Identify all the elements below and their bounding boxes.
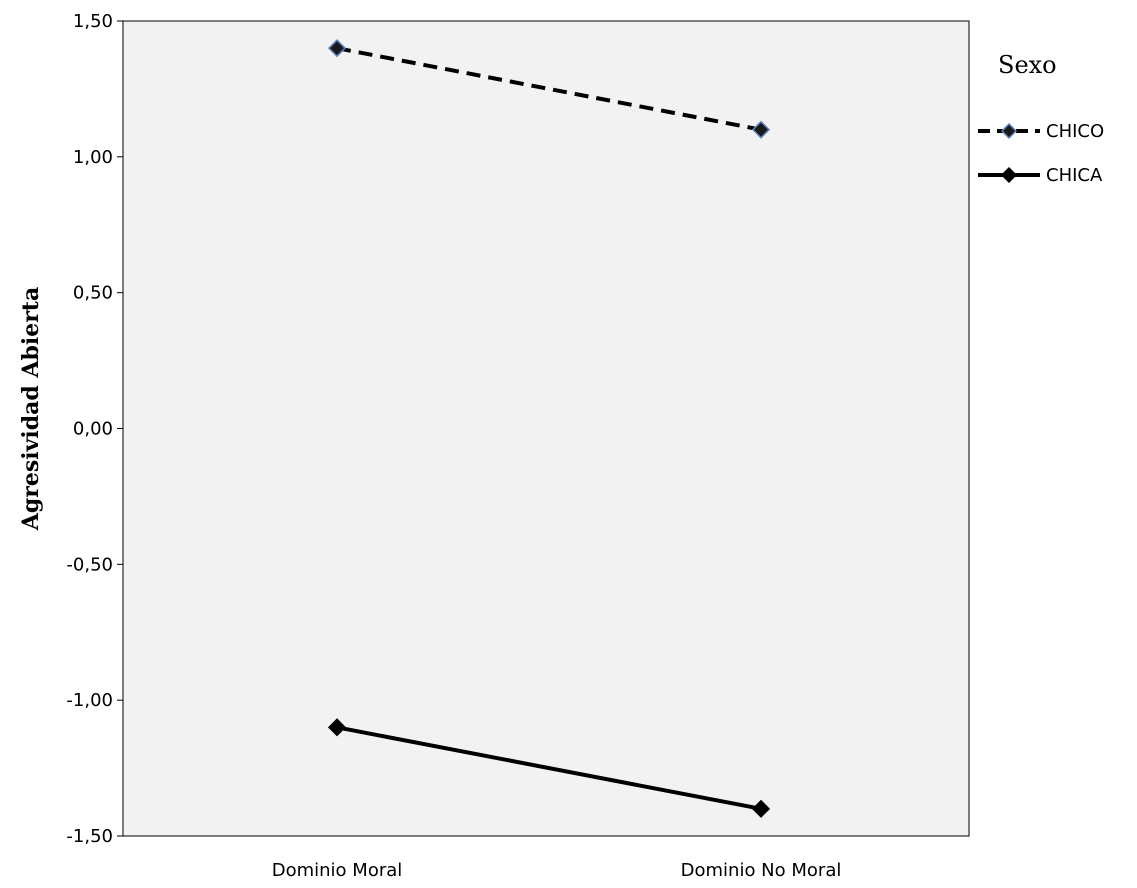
x-axis-ticks: Dominio Moral Dominio No Moral bbox=[272, 860, 842, 881]
legend-marker bbox=[1000, 166, 1018, 184]
y-tick-label: 0,00 bbox=[73, 419, 113, 440]
y-tick-label: 0,50 bbox=[73, 283, 113, 304]
y-axis-ticks: 1,50 1,00 0,50 0,00 -0,50 -1,00 -1,50 bbox=[66, 11, 123, 847]
legend: CHICO CHICA bbox=[978, 121, 1104, 186]
y-tick-label: 1,50 bbox=[73, 11, 113, 32]
series-chica bbox=[327, 718, 771, 818]
data-point bbox=[751, 799, 771, 818]
data-point bbox=[327, 39, 347, 58]
y-tick-label: 1,00 bbox=[73, 147, 113, 168]
data-point bbox=[327, 718, 347, 737]
series-line bbox=[336, 725, 762, 811]
series-line bbox=[336, 46, 762, 132]
y-tick-label: -1,00 bbox=[66, 690, 113, 711]
x-tick-label: Dominio Moral bbox=[272, 860, 403, 881]
y-tick-label: -1,50 bbox=[66, 826, 113, 847]
legend-item-chico: CHICO bbox=[978, 121, 1104, 142]
legend-label: CHICO bbox=[1046, 121, 1104, 142]
x-tick-label: Dominio No Moral bbox=[681, 860, 842, 881]
y-tick-label: -0,50 bbox=[66, 554, 113, 575]
y-axis-label: Agresividad Abierta bbox=[18, 287, 44, 531]
legend-item-chica: CHICA bbox=[978, 165, 1103, 186]
series-chico bbox=[327, 39, 771, 139]
legend-marker bbox=[1000, 122, 1018, 140]
plot-area bbox=[122, 20, 970, 837]
data-point bbox=[751, 120, 771, 139]
legend-label: CHICA bbox=[1046, 165, 1103, 186]
legend-title: Sexo bbox=[998, 51, 1057, 79]
series-group bbox=[327, 39, 771, 818]
